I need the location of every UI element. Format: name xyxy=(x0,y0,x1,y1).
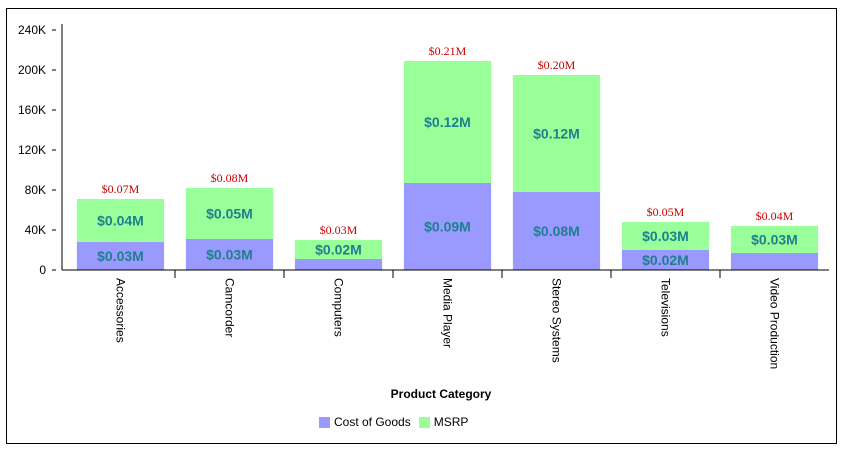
x-tick-label: Camcorder xyxy=(223,278,237,337)
x-axis: Accessories Camcorder Computers Media Playe… xyxy=(62,269,829,369)
bar-segment-cost-of-goods xyxy=(730,253,819,270)
bar-segment-msrp xyxy=(76,199,165,242)
bar-segment-msrp xyxy=(512,75,601,192)
bar-segment-cost-of-goods xyxy=(403,183,492,270)
y-tick-label: 0 xyxy=(39,263,46,277)
bar-segment-label: $0.12M xyxy=(533,126,580,142)
bar-segment-msrp xyxy=(185,188,274,239)
bar-segment-label: $0.02M xyxy=(642,252,689,268)
bar-segment-msrp xyxy=(294,240,383,259)
y-axis: 0 40K 80K 120K 160K 200K 240K xyxy=(18,23,63,277)
bar-segment-cost-of-goods xyxy=(512,192,601,270)
x-tick-label: Computers xyxy=(332,278,346,337)
legend-label-msrp: MSRP xyxy=(433,415,469,429)
bar-segment-msrp xyxy=(730,226,819,253)
x-axis-title: Product Category xyxy=(391,387,492,401)
bar-segment-label: $0.03M xyxy=(642,228,689,244)
bar-segment-label: $0.03M xyxy=(206,247,253,263)
legend-swatch-msrp xyxy=(418,416,430,428)
bar-total-label: $0.04M xyxy=(756,209,794,223)
legend: Cost of Goods MSRP xyxy=(319,415,476,429)
y-tick-label: 200K xyxy=(18,63,46,77)
bar-segment-label: $0.03M xyxy=(751,232,798,248)
y-tick-label: 80K xyxy=(25,183,46,197)
bar-total-label: $0.05M xyxy=(647,205,685,219)
bar-segment-label: $0.02M xyxy=(315,242,362,258)
bar-total-label: $0.20M xyxy=(538,58,576,72)
bar-segment-cost-of-goods xyxy=(621,250,710,270)
y-tick-label: 160K xyxy=(18,103,46,117)
bar-segment-label: $0.04M xyxy=(97,213,144,229)
y-tick-label: 240K xyxy=(18,23,46,37)
y-tick-label: 120K xyxy=(18,143,46,157)
bar-total-label: $0.08M xyxy=(211,171,249,185)
y-tick-label: 40K xyxy=(25,223,46,237)
legend-item-msrp: MSRP xyxy=(418,415,469,429)
bar-segment-cost-of-goods xyxy=(185,239,274,270)
bar-total-label: $0.07M xyxy=(102,182,140,196)
bar-segment-cost-of-goods xyxy=(76,242,165,270)
bar-segment-label: $0.03M xyxy=(97,248,144,264)
legend-label-cost-of-goods: Cost of Goods xyxy=(334,415,411,429)
legend-item-cost-of-goods: Cost of Goods xyxy=(319,415,411,429)
x-tick-label: Video Production xyxy=(768,278,782,369)
bar-segment-label: $0.12M xyxy=(424,114,471,130)
bar-segment-msrp xyxy=(621,222,710,250)
bar-segment-msrp xyxy=(403,61,492,183)
legend-swatch-cost-of-goods xyxy=(319,416,330,428)
x-tick-label: Stereo Systems xyxy=(550,278,564,363)
x-tick-label: Accessories xyxy=(114,278,128,343)
bar-segment-label: $0.05M xyxy=(206,206,253,222)
x-tick-label: Media Player xyxy=(441,278,455,348)
bar-segment-cost-of-goods xyxy=(294,259,383,270)
x-tick-label: Televisions xyxy=(659,278,673,337)
bar-total-label: $0.03M xyxy=(320,223,358,237)
bar-total-label: $0.21M xyxy=(429,44,467,58)
bar-segment-label: $0.08M xyxy=(533,223,580,239)
bar-segment-label: $0.09M xyxy=(424,219,471,235)
bars: $0.03M $0.04M $0.07M $0.03M $0.05M $0.08M $0.0… xyxy=(76,44,819,270)
